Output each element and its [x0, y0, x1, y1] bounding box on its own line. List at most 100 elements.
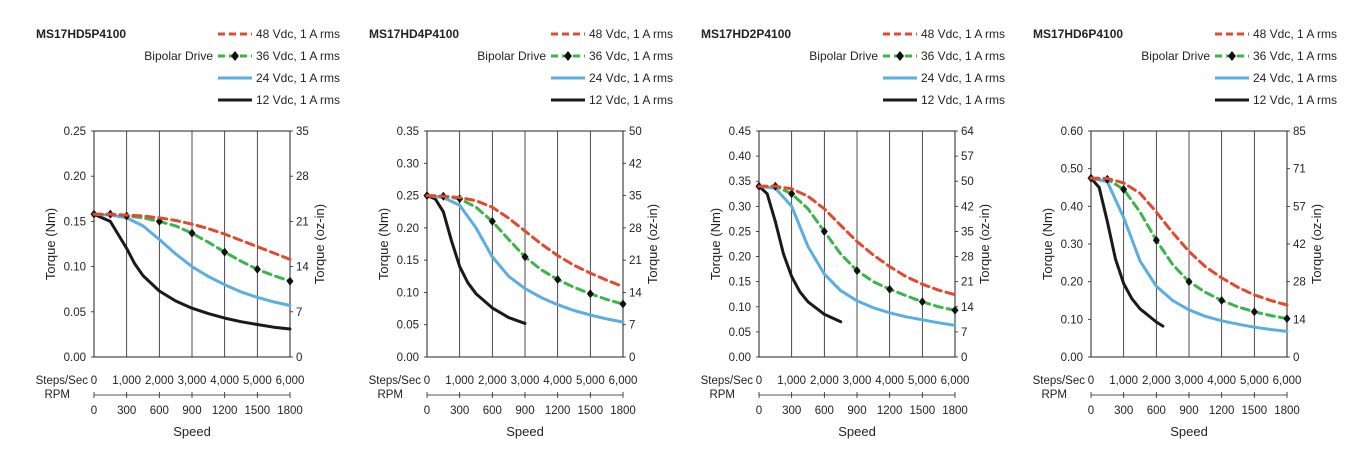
- data-point: [1250, 307, 1258, 317]
- x-tick-label: 2,000: [1142, 375, 1171, 387]
- legend-entry-label: 12 Vdc, 1 A rms: [921, 93, 1005, 107]
- x2-tick-label: 1500: [910, 405, 936, 417]
- x2-tick-label: 1200: [877, 405, 903, 417]
- x-tick-label: 0: [1088, 375, 1094, 387]
- y2-tick-label: 0: [629, 352, 635, 364]
- x2-tick-label: 1800: [942, 405, 968, 417]
- x-tick-label: 5,000: [1240, 375, 1269, 387]
- y2-tick-label: 28: [296, 171, 309, 183]
- x2-tick-label: 1500: [245, 405, 271, 417]
- y-tick-label: 0.25: [64, 126, 86, 138]
- data-point: [1185, 277, 1193, 287]
- legend-drive-label: Bipolar Drive: [477, 49, 546, 63]
- x2-tick-label: 600: [483, 405, 502, 417]
- y-tick-label: 0.15: [729, 277, 751, 289]
- data-point: [286, 276, 294, 286]
- chart-4: MS17HD6P4100 Bipolar Drive 48 Vdc, 1 A rms…: [1033, 27, 1337, 439]
- x2-tick-label: 0: [424, 405, 430, 417]
- y-tick-label: 0.10: [64, 262, 86, 274]
- legend-entry-label: 12 Vdc, 1 A rms: [1253, 93, 1337, 107]
- y-tick-label: 0.05: [397, 320, 419, 332]
- chart-title: MS17HD4P4100: [369, 27, 459, 41]
- x2-tick-label: 900: [1179, 405, 1198, 417]
- y-tick-label: 0.10: [1061, 314, 1083, 326]
- x-tick-label: 3,000: [843, 375, 872, 387]
- x-row2-label: RPM: [377, 389, 403, 401]
- x2-tick-label: 300: [117, 405, 136, 417]
- x2-tick-label: 600: [150, 405, 169, 417]
- data-point: [619, 299, 627, 309]
- x2-tick-label: 1800: [277, 405, 303, 417]
- x2-tick-label: 300: [782, 405, 801, 417]
- chart-title: MS17HD6P4100: [1033, 27, 1123, 41]
- y-tick-label: 0.15: [397, 255, 419, 267]
- series-line: [425, 194, 527, 325]
- y2-tick-label: 21: [629, 255, 642, 267]
- x2-tick-label: 600: [1147, 405, 1166, 417]
- y-tick-label: 0.25: [397, 191, 419, 203]
- x-tick-label: 6,000: [609, 375, 638, 387]
- y2-tick-label: 7: [629, 320, 635, 332]
- legend-drive-label: Bipolar Drive: [809, 49, 878, 63]
- x2-tick-label: 600: [815, 405, 834, 417]
- x-axis-label: Speed: [506, 424, 544, 439]
- legend: Bipolar Drive 48 Vdc, 1 A rms 36 Vdc, 1 A …: [144, 27, 340, 107]
- legend-entry-label: 24 Vdc, 1 A rms: [921, 71, 1005, 85]
- x-tick-label: 1,000: [112, 375, 141, 387]
- x-tick-label: 1,000: [1109, 375, 1138, 387]
- y2-tick-label: 71: [1293, 164, 1306, 176]
- y-tick-label: 0.60: [1061, 126, 1083, 138]
- y-tick-label: 0.15: [64, 216, 86, 228]
- x-tick-label: 4,000: [1207, 375, 1236, 387]
- legend-marker: [1228, 51, 1236, 61]
- data-point: [886, 284, 894, 294]
- data-point: [188, 228, 196, 238]
- y2-tick-label: 35: [961, 226, 974, 238]
- y2-tick-label: 0: [296, 352, 302, 364]
- x2-tick-label: 900: [515, 405, 534, 417]
- y-tick-label: 0.20: [64, 171, 86, 183]
- x-row1-label: Steps/Sec: [369, 375, 422, 387]
- series-line: [425, 194, 625, 289]
- x2-tick-label: 1500: [1242, 405, 1268, 417]
- x-row2-label: RPM: [1041, 389, 1067, 401]
- y-axis-label: Torque (Nm): [1040, 208, 1055, 280]
- data-point: [554, 275, 562, 285]
- series-line: [757, 184, 843, 324]
- y2-tick-label: 50: [629, 126, 642, 138]
- data-point: [488, 216, 496, 226]
- legend-entry-label: 48 Vdc, 1 A rms: [921, 27, 1005, 41]
- chart-title: MS17HD2P4100: [701, 27, 791, 41]
- x2-tick-label: 900: [847, 405, 866, 417]
- y-tick-label: 0.50: [1061, 164, 1083, 176]
- y2-tick-label: 64: [961, 126, 974, 138]
- y-tick-label: 0.05: [729, 327, 751, 339]
- y2-tick-label: 42: [1293, 239, 1306, 251]
- x-row2-label: RPM: [709, 389, 735, 401]
- x2-tick-label: 1800: [610, 405, 636, 417]
- y2-tick-label: 85: [1293, 126, 1306, 138]
- y2-tick-label: 14: [1293, 314, 1306, 326]
- legend: Bipolar Drive 48 Vdc, 1 A rms 36 Vdc, 1 A …: [809, 27, 1005, 107]
- legend: Bipolar Drive 48 Vdc, 1 A rms 36 Vdc, 1 A …: [477, 27, 673, 107]
- series-line: [1089, 176, 1289, 307]
- x-row1-label: Steps/Sec: [36, 375, 89, 387]
- x2-tick-label: 1800: [1274, 405, 1300, 417]
- x-tick-label: 4,000: [875, 375, 904, 387]
- y-tick-label: 0.40: [729, 151, 751, 163]
- x-tick-label: 3,000: [1175, 375, 1204, 387]
- x-tick-label: 1,000: [445, 375, 474, 387]
- x-tick-label: 2,000: [810, 375, 839, 387]
- data-point: [788, 189, 796, 199]
- legend-drive-label: Bipolar Drive: [1141, 49, 1210, 63]
- legend-entry-label: 36 Vdc, 1 A rms: [921, 49, 1005, 63]
- legend-entry-label: 36 Vdc, 1 A rms: [256, 49, 340, 63]
- y2-tick-label: 14: [296, 262, 309, 274]
- data-point: [853, 266, 861, 276]
- legend-entry-label: 24 Vdc, 1 A rms: [256, 71, 340, 85]
- x-tick-label: 5,000: [576, 375, 605, 387]
- y-tick-label: 0.35: [397, 126, 419, 138]
- x-tick-label: 3,000: [511, 375, 540, 387]
- data-point: [820, 226, 828, 236]
